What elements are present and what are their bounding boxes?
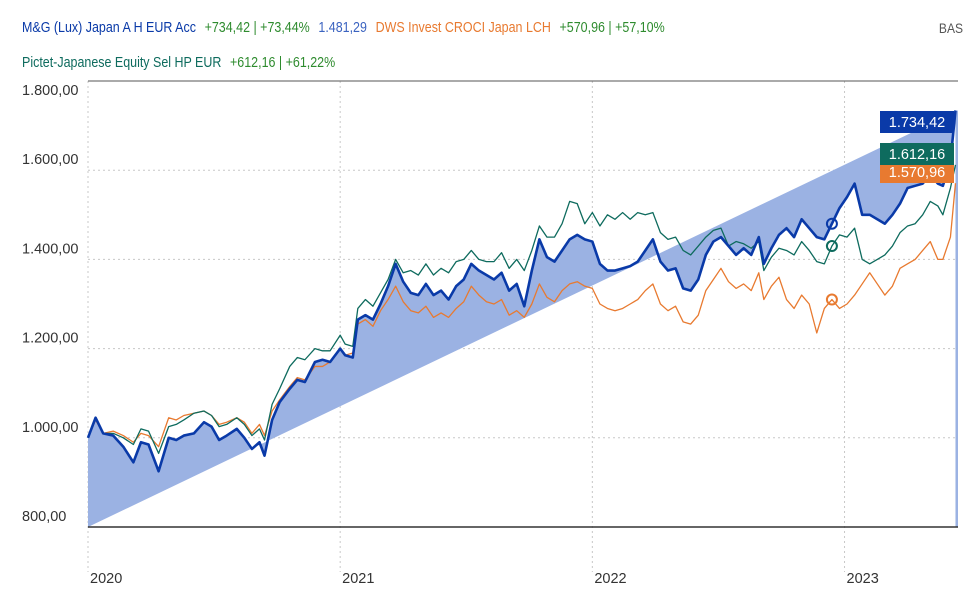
corner-label: BAS (938, 20, 963, 36)
legend-s3-change: +612,16 | +61,22% (230, 55, 336, 71)
series-marker-s3 (825, 240, 838, 253)
end-label-box-s3 (880, 143, 954, 165)
legend-s1-prev-value: 1.481,29 (318, 20, 367, 36)
legend-s1-change: +734,42 | +73,44% (204, 20, 310, 36)
y-tick-label: 1.200,00 (22, 331, 78, 347)
end-label-s3: 1.612,16 (889, 147, 945, 163)
x-tick-label: 2021 (342, 571, 374, 587)
end-label-box-s1 (880, 111, 954, 133)
y-tick-label: 1.600,00 (22, 152, 78, 168)
end-label-s1: 1.734,42 (889, 115, 945, 131)
legend-s1-name[interactable]: M&G (Lux) Japan A H EUR Acc (22, 20, 196, 36)
y-tick-label: 800,00 (22, 509, 66, 525)
end-label-s2: 1.570,96 (889, 165, 945, 181)
y-tick-label: 1.800,00 (22, 83, 78, 99)
series-line-s3 (87, 164, 957, 455)
series-line-s1 (86, 110, 957, 473)
end-label-box-s2 (880, 161, 954, 183)
x-tick-label: 2022 (594, 571, 626, 587)
y-tick-label: 1.000,00 (22, 420, 78, 436)
x-tick-label: 2020 (90, 571, 122, 587)
series-area-fill (88, 110, 958, 527)
series-marker-s1 (825, 217, 838, 230)
series-line-s2 (87, 183, 957, 448)
legend-s2-name[interactable]: DWS Invest CROCI Japan LCH (375, 20, 551, 36)
legend-s2-change: +570,96 | +57,10% (559, 20, 665, 36)
legend-row-2: Pictet-Japanese Equity Sel HP EUR +612,1… (22, 55, 340, 71)
legend-s3-name[interactable]: Pictet-Japanese Equity Sel HP EUR (22, 55, 222, 71)
legend-row-1: M&G (Lux) Japan A H EUR Acc +734,42 | +7… (22, 20, 670, 36)
x-tick-label: 2023 (847, 571, 879, 587)
series-marker-s2 (825, 293, 838, 306)
y-tick-label: 1.400,00 (22, 241, 78, 257)
